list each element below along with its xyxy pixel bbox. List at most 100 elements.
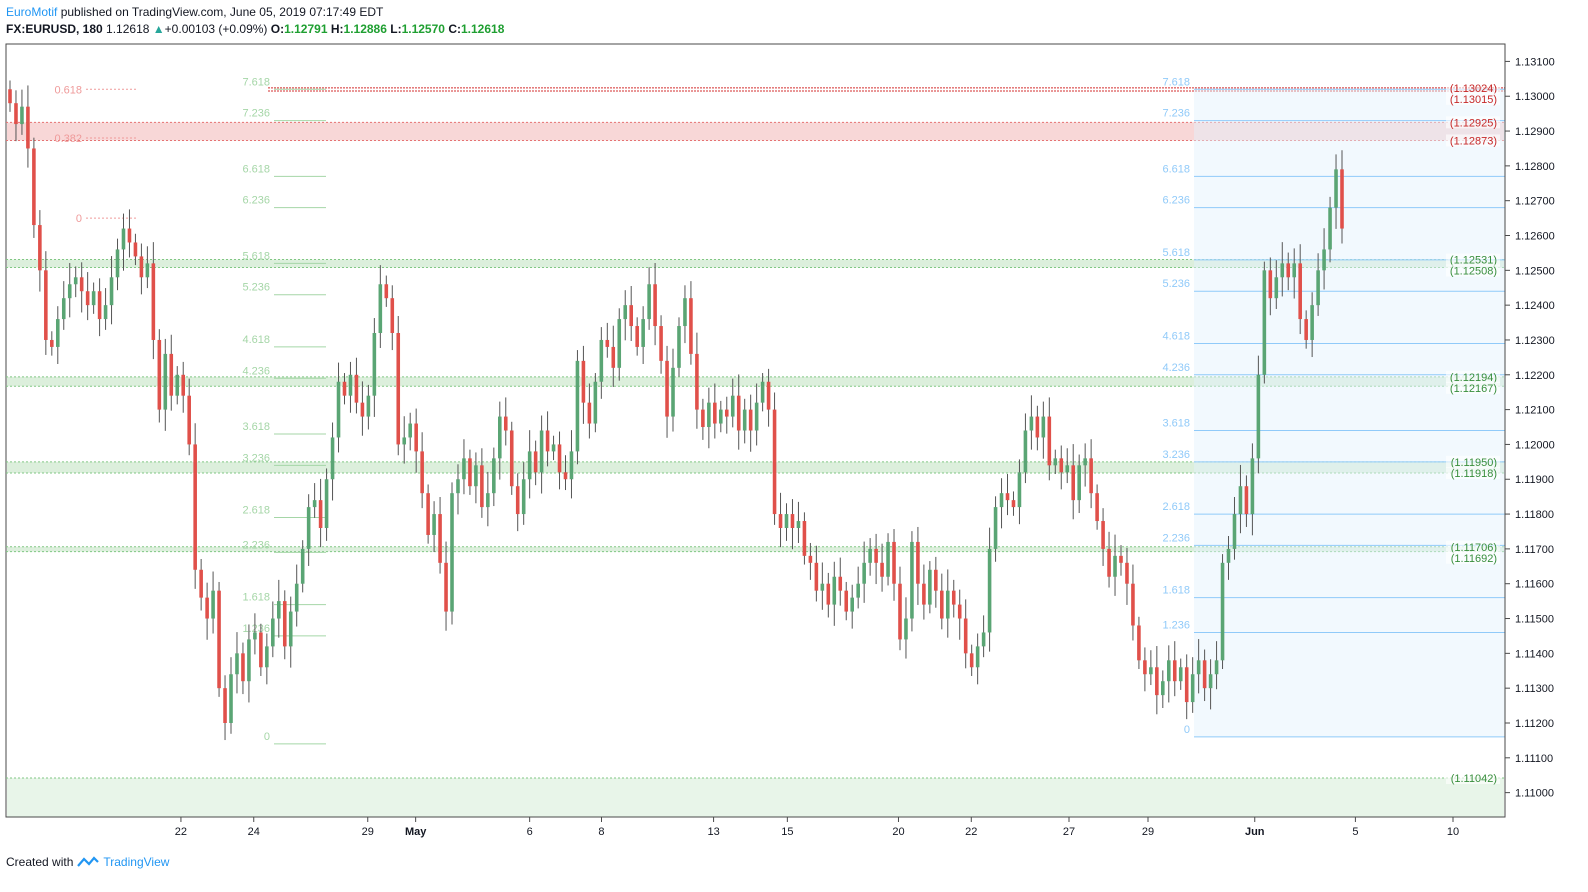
chart-header: EuroMotif published on TradingView.com, …	[6, 4, 1566, 44]
candle-body	[1166, 660, 1171, 682]
time-tick-label: 8	[598, 826, 604, 838]
candle-body	[211, 590, 215, 619]
candle-body	[892, 541, 896, 584]
candle-body	[175, 374, 180, 396]
tradingview-brand[interactable]: TradingView	[103, 855, 170, 869]
candle-body	[426, 493, 430, 535]
candle-body	[1053, 458, 1058, 466]
candle-body	[617, 319, 622, 368]
candle-body	[1178, 667, 1183, 682]
candle-body	[1095, 493, 1099, 522]
fib-mid-label: 6.618	[242, 163, 270, 175]
fib-mid-label: 4.618	[242, 334, 270, 346]
candle-body	[408, 423, 412, 438]
price-tick-label: 1.12900	[1515, 126, 1555, 138]
candle-body	[26, 106, 30, 149]
candle-body	[73, 277, 78, 285]
candle-body	[378, 284, 383, 334]
price-labels-layer: (1.13024)(1.13015) (1.12925) (1.12873) (1.1…	[1446, 81, 1500, 785]
price-tick-label: 1.11800	[1515, 509, 1554, 521]
published-text: published on TradingView.com, June 05, 2…	[57, 5, 384, 19]
price-tick-label: 1.13100	[1515, 56, 1555, 68]
price-level-label: (1.11042)	[1451, 773, 1497, 785]
candle-body	[1328, 207, 1332, 250]
fib-right-label: 3.236	[1162, 449, 1190, 461]
fib-right-bg	[1194, 89, 1505, 737]
candle-body	[683, 298, 687, 327]
candle-body	[575, 360, 580, 452]
candle-body	[802, 521, 807, 556]
symbol-quote-line: FX:EURUSD, 180 1.12618 ▲+0.00103 (+0.09%…	[6, 21, 1566, 38]
candle-body	[515, 486, 520, 515]
price-label-bg	[1446, 92, 1500, 105]
time-tick-label: May	[405, 826, 427, 838]
fib-right-label: 0	[1184, 724, 1190, 736]
candle-body	[719, 409, 723, 424]
candle-body	[707, 402, 711, 428]
price-label-bg	[1446, 264, 1500, 277]
candle-body	[300, 548, 305, 584]
price-tick-label: 1.12100	[1515, 405, 1555, 417]
zones-layer	[6, 87, 1505, 817]
candle-body	[1232, 514, 1237, 549]
candle-body	[1244, 486, 1249, 515]
candle-body	[402, 437, 407, 445]
candle-body	[1184, 667, 1189, 703]
price-tick-label: 1.12500	[1515, 265, 1555, 277]
candle-body	[265, 646, 269, 668]
candle-body	[1316, 270, 1320, 306]
candle-body	[1220, 562, 1225, 661]
zone-5	[7, 778, 1504, 817]
candle-body	[342, 381, 347, 396]
price-tick-label: 1.11300	[1515, 683, 1554, 695]
time-axis[interactable]: 22 24 29 May 6 8 13 15 20 22 27 29 Jun 5 10	[6, 816, 1505, 838]
candle-body	[462, 458, 466, 480]
candle-body	[904, 618, 908, 640]
candle-body	[139, 256, 144, 278]
price-level-label: (1.13015)	[1450, 94, 1497, 106]
candle-body	[689, 298, 693, 354]
author-link[interactable]: EuroMotif	[6, 5, 58, 19]
time-tick-label: 13	[707, 826, 719, 838]
candle-body	[235, 653, 239, 675]
fib-mid-label: 7.618	[242, 76, 270, 88]
candle-body	[581, 360, 586, 403]
fib-right-label: 5.236	[1162, 278, 1190, 290]
candle-body	[701, 409, 705, 428]
time-tick-label: 10	[1447, 826, 1459, 838]
candle-body	[163, 353, 168, 410]
candle-body	[677, 326, 681, 368]
fib-right-label: 3.618	[1162, 418, 1190, 430]
candle-body	[611, 346, 616, 368]
candle-body	[282, 601, 287, 647]
price-tick-label: 1.12700	[1515, 196, 1555, 208]
symbol-label[interactable]: FX:EURUSD, 180	[6, 22, 103, 36]
open-value: 1.12791	[284, 22, 328, 36]
candle-body	[832, 576, 837, 605]
candle-body	[790, 514, 795, 528]
price-axis[interactable]: 1.11000 1.11100 1.11200 1.11300 1.11400 1.115…	[1504, 44, 1555, 817]
fib-mid-label: 6.236	[242, 195, 270, 207]
price-tick-label: 1.11200	[1515, 718, 1554, 730]
candle-body	[1214, 660, 1219, 675]
candle-body	[384, 284, 389, 299]
price-level-label: (1.11950)	[1451, 457, 1497, 469]
time-tick-label: 22	[175, 826, 187, 838]
candle-body	[808, 555, 813, 563]
price-tick-label: 1.11600	[1515, 579, 1554, 591]
candle-body	[450, 493, 454, 612]
candle-body	[922, 583, 926, 605]
candle-body	[360, 402, 365, 417]
candle-body	[1137, 625, 1141, 661]
fib-mid-label: 4.236	[242, 365, 270, 377]
candle-body	[498, 416, 502, 459]
time-tick-label: 22	[965, 826, 977, 838]
fib-left-label: 0	[76, 213, 82, 225]
candle-body	[1268, 270, 1273, 299]
candle-body	[695, 353, 699, 410]
candle-body	[396, 333, 401, 445]
candle-body	[103, 305, 108, 320]
candle-body	[318, 500, 323, 528]
candle-body	[44, 270, 48, 340]
